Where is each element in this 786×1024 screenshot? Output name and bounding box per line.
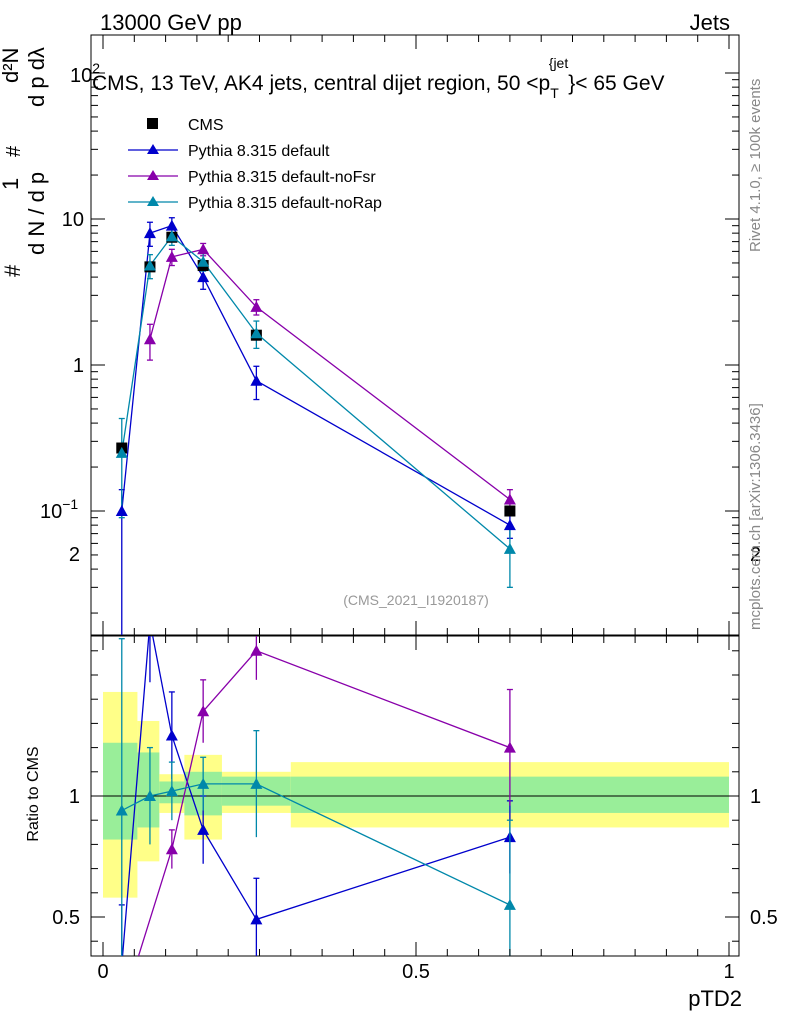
header-right: Jets [690, 10, 730, 35]
ratio-point-noRap-5 [503, 898, 516, 910]
ytick-label-0p1: 10−1 [40, 496, 78, 523]
point-cms-5 [504, 505, 516, 517]
ytick-0p1-exp: −1 [62, 496, 78, 512]
axes: 0.5 0.5 1 1 2 2 0 0.5 1 [52, 35, 778, 983]
ratio-ytick-label-right-2: 2 [750, 544, 761, 566]
point-noFsr-4 [503, 493, 516, 505]
title-end: }< 65 GeV [568, 72, 664, 95]
point-noFsr-2 [197, 243, 210, 255]
band-inner-1 [137, 752, 160, 828]
svg-text:# 1 d N / d p: # 1 d N / d p # d²N d p dλ [0, 41, 49, 277]
ratio-ylabel: Ratio to CMS [25, 746, 42, 841]
point-noRap-1 [143, 259, 156, 271]
ytick-label-100: 102 [70, 60, 100, 87]
legend-nofsr-marker [147, 170, 159, 180]
ratio-point-noFsr-1 [165, 843, 178, 855]
ytick-label-1: 1 [73, 355, 84, 377]
point-default-4 [250, 374, 263, 386]
point-default-2 [165, 219, 178, 231]
legend-default-marker [147, 144, 159, 154]
ratio-ytick-label-right-0: 0.5 [750, 907, 778, 929]
ylabel-hash2: # [3, 145, 25, 157]
ratio-point-noFsr-2 [197, 705, 210, 717]
ratio-point-default-3 [197, 823, 210, 835]
main-panel [115, 217, 516, 635]
ratio-point-default-1 [144, 616, 156, 627]
point-noFsr-0 [143, 333, 156, 345]
ylabel-dN: d N / d p [24, 172, 49, 255]
title-subscript: T [550, 85, 559, 101]
point-default-0 [115, 505, 128, 516]
ratio-point-noRap-4 [250, 777, 263, 789]
legend-norap-label: Pythia 8.315 default-noRap [188, 195, 382, 212]
xtick-label-1: 0.5 [402, 961, 430, 983]
ratio-ytick-label-left-2: 2 [69, 544, 80, 566]
point-noFsr-1 [165, 250, 178, 262]
ratio-bands [103, 691, 729, 898]
ratio-point-noRap-2 [165, 785, 178, 797]
ratio-panel [91, 616, 739, 995]
ratio-point-noRap-1 [143, 790, 156, 801]
xtick-label-2: 1 [723, 961, 734, 983]
point-noFsr-3 [250, 300, 263, 312]
ratio-ytick-label-left-1: 1 [69, 786, 80, 808]
ylabel-dp: d p dλ [24, 47, 49, 107]
point-default-1 [143, 227, 156, 239]
main-ylabel: # 1 d N / d p # d²N d p dλ [0, 41, 49, 277]
point-noRap-2 [165, 230, 178, 242]
ratio-ytick-label-left-0: 0.5 [52, 907, 80, 929]
legend: CMS Pythia 8.315 default Pythia 8.315 de… [128, 117, 382, 212]
ratio-point-default-2 [165, 729, 178, 741]
header-left: 13000 GeV pp [100, 10, 242, 35]
ratio-point-noFsr-0 [122, 984, 134, 995]
point-noRap-4 [250, 327, 263, 339]
ylabel-one: 1 [0, 178, 23, 190]
ylabel-d2N: d²N [0, 48, 23, 83]
legend-norap-marker [147, 196, 159, 206]
point-noRap-5 [503, 542, 516, 554]
band-inner-0 [103, 742, 138, 840]
legend-cms-label: CMS [188, 117, 224, 134]
plot-title: CMS, 13 TeV, AK4 jets, central dijet reg… [92, 55, 665, 101]
ytick-0p1-base: 10 [40, 501, 62, 523]
legend-nofsr-label: Pythia 8.315 default-noFsr [188, 169, 376, 186]
analysis-watermark: (CMS_2021_I1920187) [343, 592, 489, 608]
legend-cms-marker [147, 118, 158, 129]
xtick-label-0: 0 [97, 961, 108, 983]
ytick-100-base: 10 [70, 65, 92, 87]
ratio-point-noRap-0 [115, 804, 128, 816]
line-default [121, 224, 511, 526]
ytick-100-exp: 2 [92, 60, 100, 76]
legend-default-label: Pythia 8.315 default [188, 143, 330, 160]
line-noFsr [149, 248, 511, 500]
ytick-label-10: 10 [62, 209, 84, 231]
ratio-point-default-4 [250, 913, 263, 925]
main-frame [90, 34, 740, 636]
point-noRap-3 [197, 255, 210, 267]
ratio-ytick-label-right-1: 1 [750, 786, 761, 808]
ratio-point-noRap-3 [197, 777, 210, 789]
line-noRap [121, 235, 511, 550]
rivet-version: Rivet 4.1.0, ≥ 100k events [747, 79, 764, 252]
point-noRap-0 [115, 446, 128, 458]
point-default-3 [197, 271, 210, 283]
ratio-point-noFsr-3 [250, 644, 263, 656]
title-main: CMS, 13 TeV, AK4 jets, central dijet reg… [92, 72, 550, 95]
mcplots-credit: mcplots.cern.ch [arXiv:1306.3436] [747, 403, 764, 630]
ylabel-hash1: # [0, 264, 25, 277]
xaxis-label: pTD2 [688, 986, 742, 1011]
point-default-5 [503, 519, 516, 531]
ratio-point-default-0 [116, 959, 128, 970]
ratio-line-noRap [121, 783, 511, 906]
ratio-point-noFsr-4 [503, 741, 516, 753]
title-superscript: {jet [549, 55, 569, 71]
